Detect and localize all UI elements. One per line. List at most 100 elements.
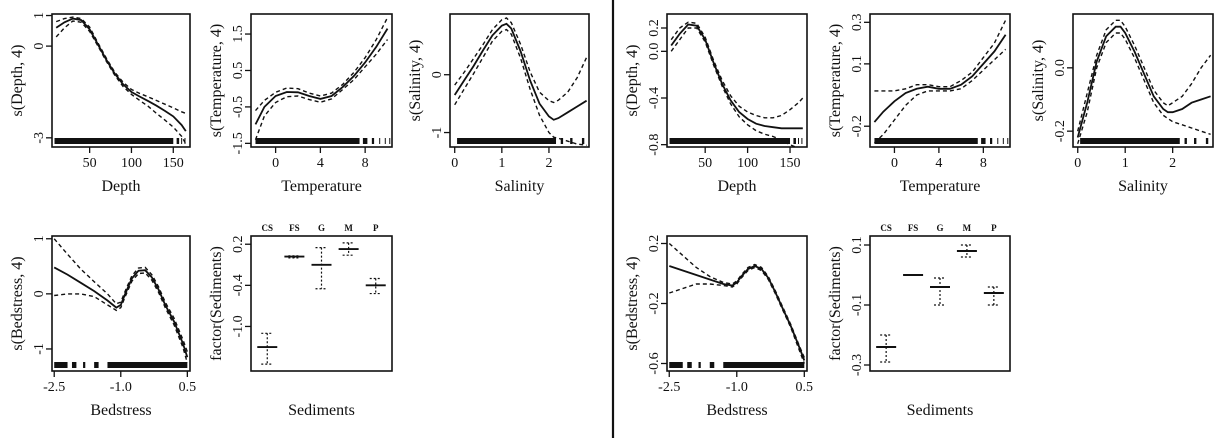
x-tick-label: 1	[1122, 156, 1129, 171]
y-tick-label: 0.5	[231, 62, 246, 80]
y-tick-label: 0	[430, 71, 445, 78]
x-tick-label: 0	[1074, 156, 1081, 171]
category-label: FS	[908, 223, 919, 233]
x-tick-label: 8	[362, 156, 369, 171]
x-tick-label: 1	[498, 156, 505, 171]
confidence-band-upper	[454, 17, 588, 104]
confidence-band-lower	[670, 27, 798, 147]
confidence-band-upper	[53, 238, 188, 352]
y-axis-label: s(Salinity, 4)	[407, 40, 424, 122]
y-tick-label: -0.4	[647, 87, 662, 109]
x-axis-label: Sediments	[288, 402, 355, 419]
rug-band	[581, 138, 585, 144]
x-tick-label: 2	[545, 156, 552, 171]
x-axis-label: Temperature	[900, 178, 981, 195]
y-tick-label: 0.2	[647, 235, 662, 253]
y-axis-label: s(Depth, 4)	[624, 45, 641, 117]
rug-band	[71, 362, 77, 368]
rug-band	[669, 138, 791, 144]
x-tick-label: 4	[935, 156, 942, 171]
confidence-band-upper	[670, 21, 804, 119]
smooth-fit-line	[670, 23, 803, 130]
confidence-band-upper	[668, 242, 805, 358]
y-tick-label: 0.2	[231, 235, 246, 253]
plot-frame	[666, 235, 808, 372]
rug-band	[698, 362, 701, 368]
x-tick-label: 0.5	[179, 380, 197, 395]
smooth-fit-line	[669, 265, 806, 361]
confidence-band-lower	[454, 28, 587, 146]
confidence-band-lower	[54, 272, 188, 363]
confidence-band-upper	[55, 16, 187, 115]
rug-band	[371, 138, 375, 144]
rug-band	[874, 138, 978, 144]
y-tick-label: -0.3	[850, 354, 865, 376]
y-tick-label: 1.5	[231, 25, 246, 43]
category-label: P	[373, 223, 379, 233]
y-tick-label: 0.2	[647, 19, 662, 37]
y-tick-label: 0.1	[850, 236, 865, 254]
rug-band	[1080, 138, 1180, 144]
rug-band	[94, 362, 99, 368]
rug-band	[1184, 138, 1187, 144]
confidence-band-upper	[874, 19, 1007, 92]
x-tick-label: 50	[698, 156, 712, 171]
category-label: CS	[880, 223, 892, 233]
category-label: P	[991, 223, 997, 233]
rug-band	[83, 362, 86, 368]
y-axis-label: s(Bedstress, 4)	[9, 256, 26, 350]
y-tick-label: -0.5	[231, 96, 246, 118]
y-axis-label: s(Depth, 4)	[9, 45, 26, 117]
rug-band	[793, 138, 796, 144]
x-axis-label: Depth	[101, 178, 140, 195]
plot-frame	[449, 13, 590, 148]
smooth-fit-line	[53, 266, 189, 358]
y-tick-label: 0.0	[1053, 59, 1068, 77]
rug-band	[255, 138, 360, 144]
smooth-fit-line	[55, 17, 187, 132]
y-tick-label: -0.2	[850, 115, 865, 137]
x-tick-label: 0	[272, 156, 279, 171]
smooth-fit-line	[453, 22, 588, 121]
panel-R-depth: -0.8 -0.4 0.0 0.2 50 100 150 Depth s(Depth, 4)	[624, 13, 808, 195]
x-tick-label: 4	[317, 156, 324, 171]
confidence-band-upper	[1077, 19, 1212, 132]
x-tick-label: 150	[780, 156, 801, 171]
plot-frame	[666, 13, 808, 148]
rug-band	[457, 138, 557, 144]
y-tick-label: 0.3	[850, 14, 865, 32]
y-tick-label: -3	[32, 132, 47, 144]
x-tick-label: 0	[891, 156, 898, 171]
y-tick-label: 1	[32, 235, 47, 242]
x-axis-label: Bedstress	[90, 402, 151, 419]
x-axis-label: Sediments	[907, 402, 974, 419]
category-label: G	[318, 223, 325, 233]
y-tick-label: -1.0	[231, 315, 246, 337]
category-label: FS	[289, 223, 300, 233]
plot-frame	[51, 13, 191, 148]
confidence-band-lower	[873, 48, 1007, 144]
rug-band	[176, 138, 180, 144]
smooth-fit-line	[254, 28, 389, 125]
rug-band	[990, 138, 993, 144]
x-tick-label: 50	[83, 156, 97, 171]
rug-band	[362, 138, 368, 144]
y-axis-label: s(Bedstress, 4)	[624, 256, 641, 350]
panel-L-sed: -1.0 -0.4 0.2 Sediments factor(Sediments) CS F…	[208, 223, 393, 419]
rug-band	[687, 362, 692, 368]
x-tick-label: -1.0	[726, 380, 748, 395]
panel-L-bed: -1 0 1 -2.5 -1.0 0.5 Bedstress s(Bedstress, 4)	[9, 235, 196, 419]
y-tick-label: -0.6	[647, 352, 662, 374]
y-tick-label: -1	[430, 127, 445, 139]
rug-band	[107, 362, 188, 368]
category-label: CS	[262, 223, 274, 233]
y-axis-label: s(Temperature, 4)	[208, 24, 225, 138]
y-tick-label: 0.1	[850, 55, 865, 73]
y-tick-label: -0.1	[850, 294, 865, 316]
y-tick-label: -0.4	[231, 274, 246, 296]
rug-band	[723, 362, 805, 368]
